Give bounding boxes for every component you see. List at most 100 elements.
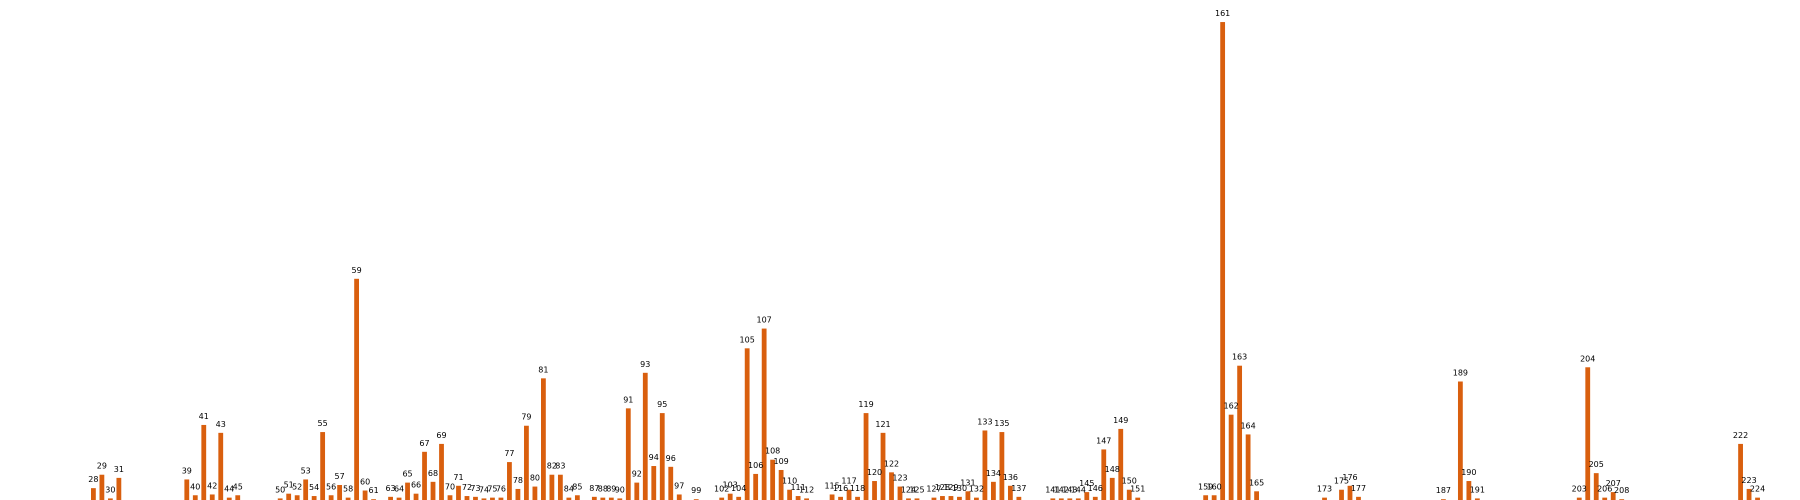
bar-label-124: 124: [901, 485, 916, 494]
bar-label-160: 160: [1207, 482, 1222, 491]
bar-label-177: 177: [1351, 484, 1366, 493]
bar-label-145: 145: [1079, 479, 1094, 488]
bar-label-84: 84: [564, 485, 574, 494]
bar-67: [422, 451, 427, 500]
bar-90: [617, 498, 623, 500]
bar-label-39: 39: [182, 466, 192, 475]
bar-41: [201, 424, 207, 500]
bar-label-190: 190: [1461, 468, 1476, 477]
bar-label-151: 151: [1130, 485, 1145, 494]
bar-label-108: 108: [765, 447, 780, 456]
bar-label-107: 107: [757, 316, 772, 325]
bar-label-143: 143: [1062, 485, 1077, 494]
bar-label-53: 53: [301, 466, 311, 475]
bar-58: [345, 497, 351, 500]
bar-125: [914, 498, 920, 500]
bar-label-207: 207: [1606, 479, 1621, 488]
bar-label-69: 69: [436, 431, 446, 440]
bar-label-79: 79: [521, 413, 531, 422]
bar-107: [761, 328, 767, 500]
bar-94: [651, 466, 657, 500]
bar-124: [906, 498, 911, 500]
bar-label-78: 78: [513, 476, 523, 485]
bar-label-104: 104: [731, 484, 746, 493]
bars-layer: [91, 22, 1760, 500]
bar-108: [770, 459, 776, 500]
bar-label-116: 116: [833, 484, 848, 493]
bar-label-204: 204: [1580, 354, 1595, 363]
bar-136: [1007, 485, 1013, 500]
bar-label-67: 67: [419, 439, 429, 448]
bar-label-59: 59: [352, 266, 362, 275]
bar-203: [1576, 497, 1582, 500]
bar-label-68: 68: [428, 469, 438, 478]
bar-104: [736, 496, 742, 500]
bar-label-66: 66: [411, 481, 421, 490]
bar-146: [1092, 496, 1098, 500]
bar-label-90: 90: [615, 485, 625, 494]
bar-120: [872, 481, 877, 500]
bar-132: [974, 497, 979, 500]
bar-label-115: 115: [824, 481, 839, 490]
bar-label-54: 54: [309, 483, 319, 492]
bar-63: [388, 496, 393, 500]
bar-label-74: 74: [479, 485, 489, 494]
bar-label-29: 29: [97, 462, 107, 471]
bar-label-96: 96: [666, 454, 676, 463]
bar-143: [1067, 498, 1073, 500]
bar-43: [218, 432, 224, 500]
bar-173: [1322, 497, 1327, 500]
bar-224: [1755, 497, 1760, 500]
bar-label-123: 123: [892, 474, 907, 483]
bar-label-224: 224: [1750, 485, 1765, 494]
bar-label-76: 76: [496, 485, 506, 494]
bar-label-164: 164: [1240, 421, 1255, 430]
bar-75: [490, 497, 495, 500]
bar-91: [625, 408, 631, 500]
bar-160: [1211, 495, 1217, 500]
bar-label-56: 56: [326, 482, 336, 491]
bar-79: [524, 425, 529, 500]
bar-label-55: 55: [318, 419, 328, 428]
bar-label-163: 163: [1232, 353, 1247, 362]
bar-123: [897, 486, 903, 500]
bar-label-148: 148: [1105, 465, 1120, 474]
bar-label-162: 162: [1223, 402, 1238, 411]
bar-label-205: 205: [1589, 460, 1604, 469]
bar-label-161: 161: [1215, 9, 1230, 18]
bar-label-127: 127: [926, 485, 941, 494]
bar-165: [1254, 491, 1259, 500]
bar-127: [931, 497, 937, 500]
bar-label-119: 119: [858, 400, 873, 409]
bar-88: [600, 497, 606, 500]
bar-205: [1593, 473, 1599, 500]
bar-label-70: 70: [445, 482, 455, 491]
bar-81: [541, 378, 546, 500]
bar-84: [566, 497, 572, 500]
bar-76: [498, 497, 504, 500]
bar-label-93: 93: [640, 360, 650, 369]
bar-222: [1738, 443, 1743, 500]
bar-label-99: 99: [691, 486, 701, 495]
bar-204: [1585, 367, 1591, 500]
bar-163: [1237, 365, 1243, 500]
bar-label-150: 150: [1122, 477, 1137, 486]
bar-label-133: 133: [977, 417, 992, 426]
bar-77: [507, 462, 512, 500]
bar-label-109: 109: [773, 457, 788, 466]
bar-label-43: 43: [216, 420, 226, 429]
bar-label-41: 41: [199, 412, 209, 421]
bar-93: [642, 372, 648, 500]
bar-label-65: 65: [402, 470, 412, 479]
bar-190: [1466, 481, 1472, 500]
bar-label-128: 128: [935, 483, 950, 492]
bar-95: [659, 413, 665, 500]
bar-70: [447, 495, 453, 500]
bar-133: [982, 430, 988, 500]
bar-149: [1118, 428, 1124, 500]
bar-142: [1058, 498, 1064, 500]
bar-label-117: 117: [841, 477, 856, 486]
bar-label-142: 142: [1054, 485, 1069, 494]
